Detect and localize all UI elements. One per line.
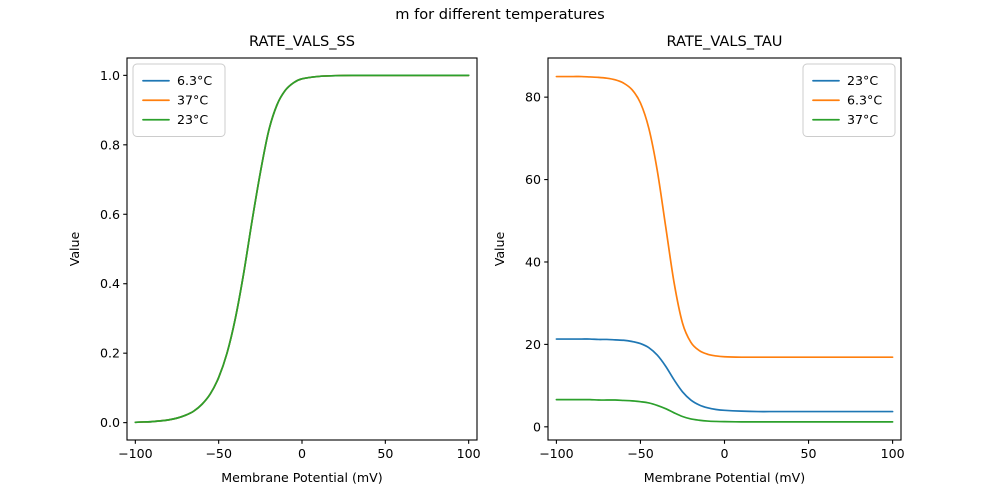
legend-label-6.3°C: 6.3°C	[847, 92, 882, 107]
axes-title-right: RATE_VALS_TAU	[666, 33, 782, 50]
y-tick-label: 40	[525, 254, 541, 269]
x-tick-label: −50	[627, 446, 654, 461]
legend-label-23°C: 23°C	[847, 73, 878, 88]
y-tick-label: 0.2	[100, 346, 120, 361]
y-tick-label: 1.0	[100, 68, 120, 83]
y-tick-label: 0.0	[100, 415, 120, 430]
curve-6.3°C	[555, 75, 894, 359]
y-tick-label: 20	[525, 337, 541, 352]
axes-title-left: RATE_VALS_SS	[249, 33, 355, 50]
y-tick-label: 0.6	[100, 207, 120, 222]
curve-23°C	[555, 338, 894, 413]
legend-label-6.3°C: 6.3°C	[177, 73, 212, 88]
x-tick-label: 50	[801, 446, 817, 461]
x-tick-label: −100	[118, 446, 153, 461]
axes-right: RATE_VALS_TAU −100 −50 0 50 100 0 20 40 60 80 Membr…	[492, 33, 905, 485]
x-tick-label: 0	[720, 446, 728, 461]
x-axis-label-right: Membrane Potential (mV)	[644, 470, 805, 485]
y-tick-label: 0.4	[100, 276, 120, 291]
curve-37°C	[555, 398, 894, 423]
y-axis-label-left: Value	[67, 231, 82, 266]
axes-left: RATE_VALS_SS −100 −50 0 50 100 0.0 0.2 0.4 0.6 0.8…	[67, 33, 481, 485]
legend-box-left	[132, 63, 226, 137]
legend-right[interactable]: 23°C 6.3°C 37°C	[802, 63, 896, 137]
curves-left	[134, 74, 470, 424]
figure-suptitle: m for different temperatures	[395, 6, 605, 23]
y-tick-label: 80	[525, 90, 541, 105]
curves-right	[555, 75, 894, 423]
x-tick-label: −100	[539, 446, 574, 461]
x-tick-label: 0	[298, 446, 306, 461]
curve-23°C	[134, 74, 470, 424]
legend-label-23°C: 23°C	[177, 112, 208, 127]
y-tick-label: 0	[533, 419, 541, 434]
x-tick-label: 100	[881, 446, 905, 461]
legend-label-37°C: 37°C	[847, 112, 878, 127]
y-tick-label: 0.8	[100, 137, 120, 152]
legend-left[interactable]: 6.3°C 37°C 23°C	[132, 63, 226, 137]
y-tick-label: 60	[525, 172, 541, 187]
legend-box-right	[802, 63, 896, 137]
y-axis-label-right: Value	[492, 231, 507, 266]
legend-label-37°C: 37°C	[177, 92, 208, 107]
x-tick-label: −50	[205, 446, 232, 461]
x-tick-label: 100	[457, 446, 481, 461]
x-tick-label: 50	[377, 446, 393, 461]
x-axis-label-left: Membrane Potential (mV)	[221, 470, 382, 485]
